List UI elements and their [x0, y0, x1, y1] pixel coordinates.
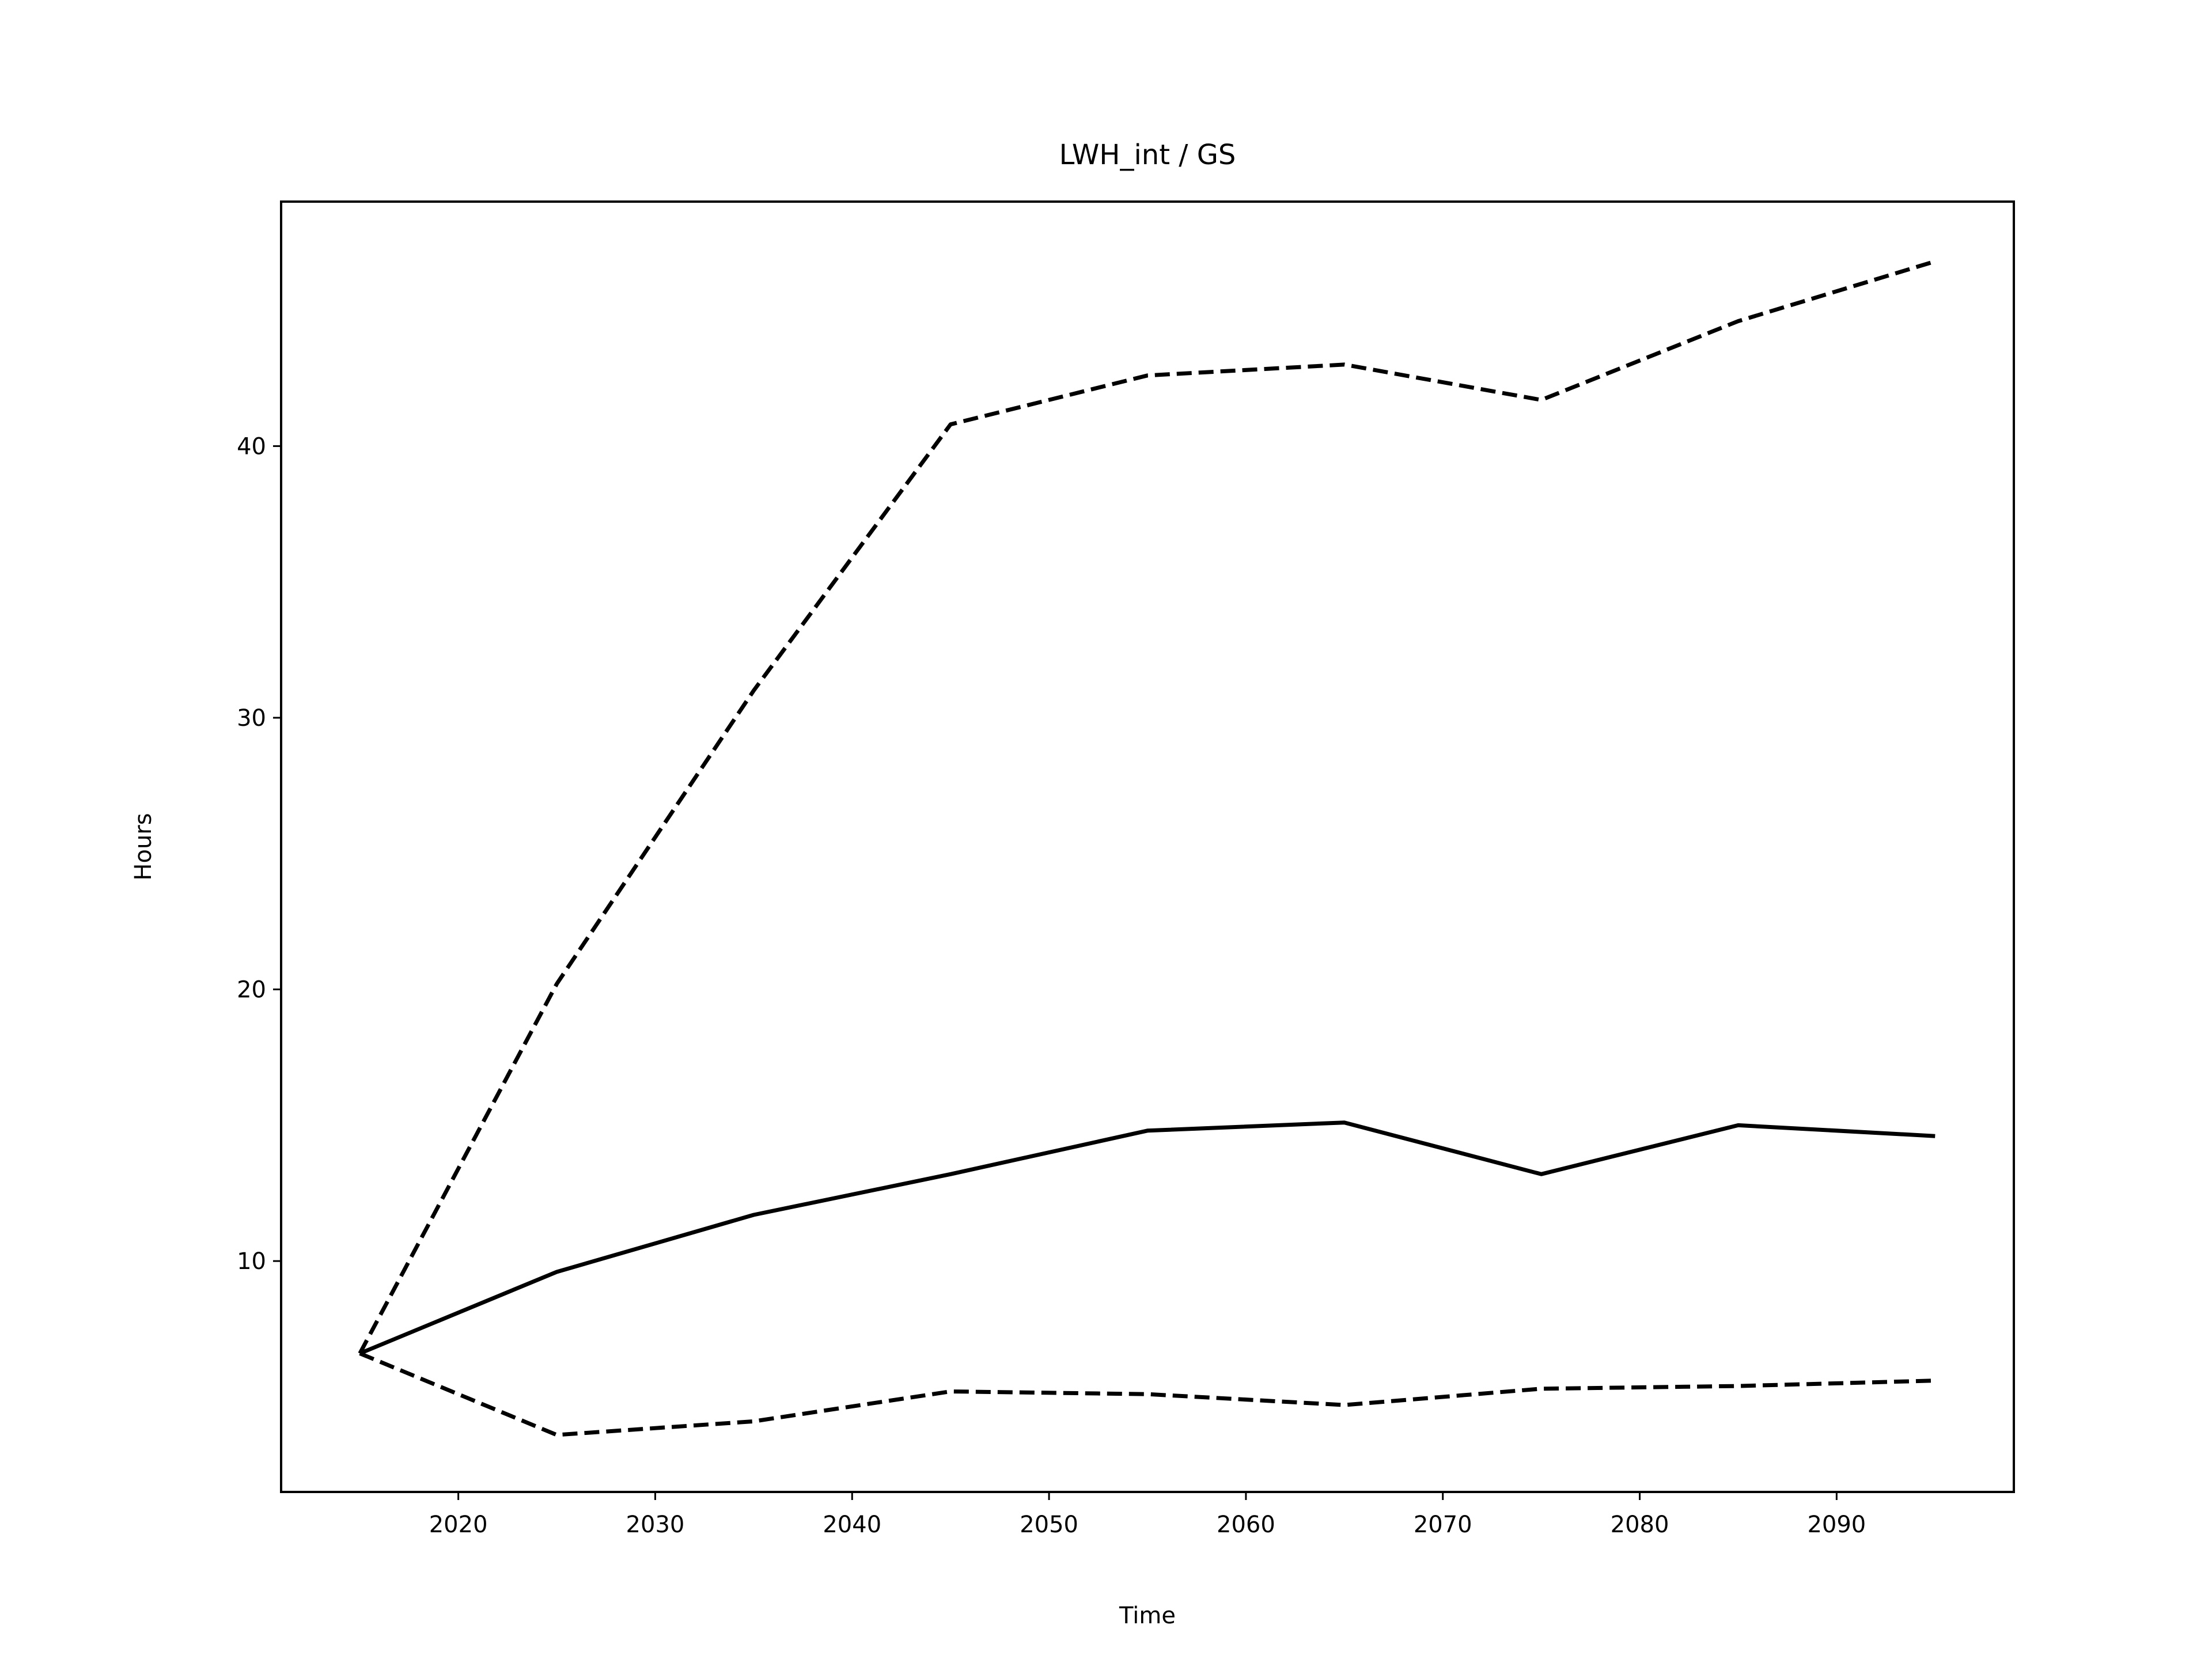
x-tick-label: 2080	[1611, 1512, 1669, 1538]
series-line-center	[359, 1120, 1936, 1355]
x-axis-label: Time	[1119, 1603, 1176, 1629]
series-group	[358, 259, 1936, 1437]
x-tick-label: 2020	[429, 1512, 488, 1538]
x-axis: 2020 2030 2040 2050 2060 2070 2080 2090	[429, 1492, 1866, 1538]
series-line-upper	[358, 259, 1936, 1355]
x-tick-label: 2030	[626, 1512, 685, 1538]
y-tick-label: 20	[237, 977, 266, 1003]
x-tick-label: 2050	[1020, 1512, 1078, 1538]
chart-title: LWH_int / GS	[1059, 139, 1236, 171]
y-axis-label: Hours	[130, 813, 157, 880]
series-line-lower	[359, 1351, 1936, 1437]
x-tick-label: 2040	[823, 1512, 881, 1538]
y-tick-label: 40	[237, 433, 266, 460]
x-tick-label: 2090	[1807, 1512, 1866, 1538]
y-tick-label: 30	[237, 705, 266, 732]
plot-frame	[280, 200, 2015, 1493]
y-tick-label: 10	[237, 1248, 266, 1275]
x-tick-label: 2070	[1414, 1512, 1472, 1538]
x-tick-label: 2060	[1217, 1512, 1275, 1538]
y-axis: 10 20 30 40	[237, 433, 281, 1275]
